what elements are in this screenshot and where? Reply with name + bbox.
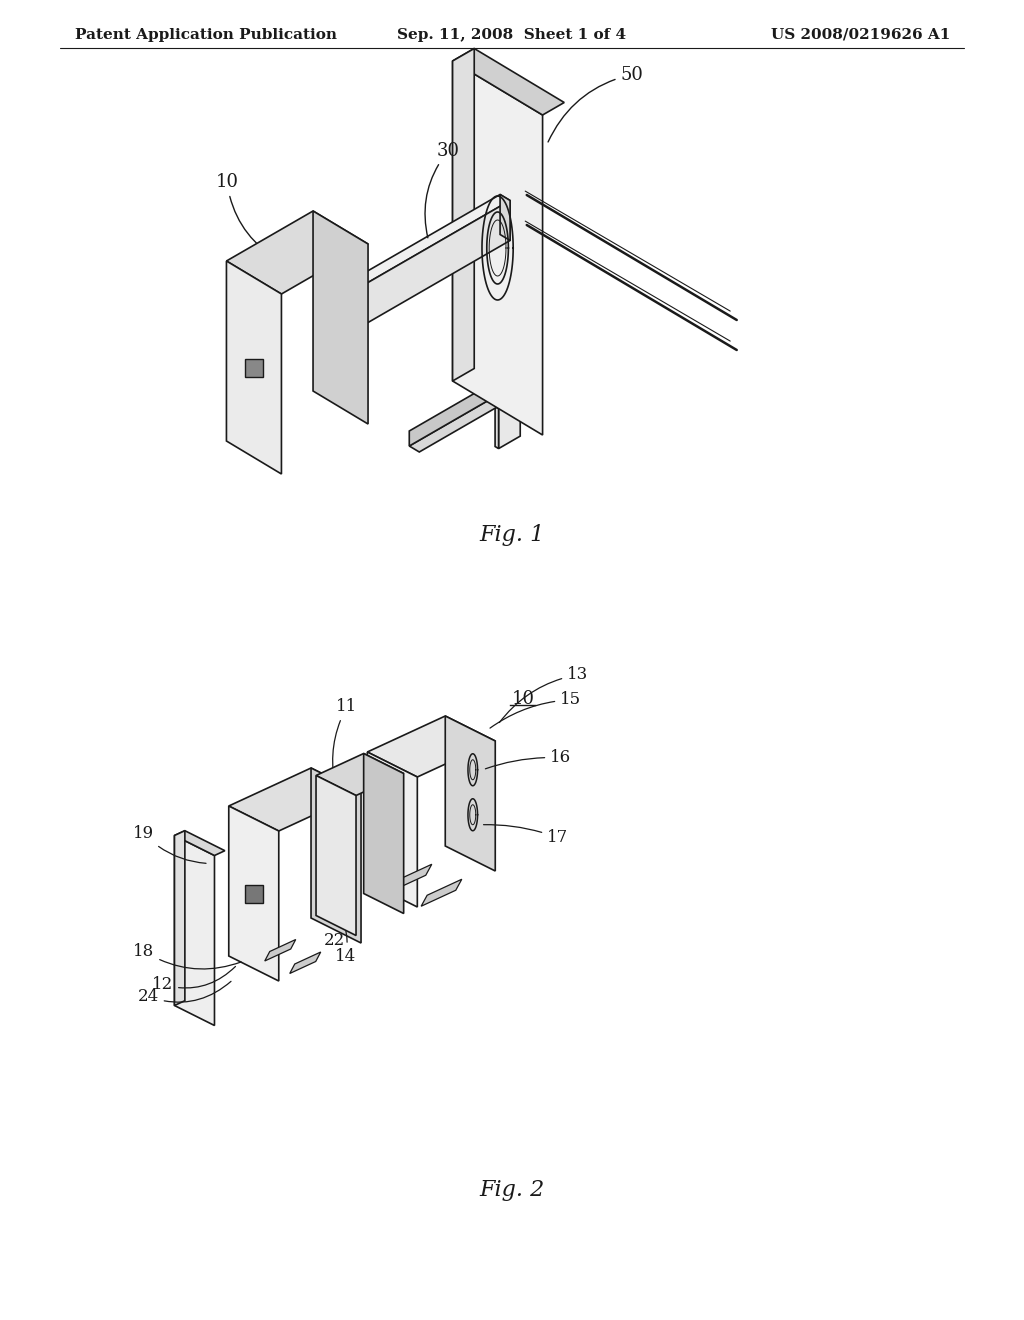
Polygon shape — [174, 830, 185, 1006]
Polygon shape — [453, 49, 564, 115]
Polygon shape — [368, 752, 418, 907]
Text: US 2008/0219626 A1: US 2008/0219626 A1 — [771, 28, 950, 42]
Text: 13: 13 — [500, 667, 589, 722]
Polygon shape — [313, 211, 368, 424]
Text: 50: 50 — [548, 66, 643, 143]
Polygon shape — [228, 807, 279, 981]
Polygon shape — [500, 194, 510, 240]
Polygon shape — [316, 754, 403, 796]
Polygon shape — [499, 396, 520, 449]
Text: 17: 17 — [483, 825, 568, 846]
Polygon shape — [453, 61, 543, 436]
Text: 16: 16 — [485, 750, 571, 768]
Polygon shape — [445, 715, 496, 871]
Polygon shape — [228, 768, 361, 832]
Text: 10: 10 — [512, 689, 535, 708]
Text: Patent Application Publication: Patent Application Publication — [75, 28, 337, 42]
Bar — [245, 884, 263, 903]
Text: Fig. 1: Fig. 1 — [479, 524, 545, 546]
Polygon shape — [368, 715, 496, 777]
Text: 15: 15 — [490, 692, 582, 729]
Polygon shape — [265, 940, 296, 961]
Polygon shape — [391, 865, 432, 891]
Polygon shape — [174, 836, 214, 1026]
Polygon shape — [345, 201, 510, 335]
Text: 10: 10 — [215, 173, 280, 260]
Text: 30: 30 — [425, 141, 460, 238]
Text: Fig. 2: Fig. 2 — [479, 1179, 545, 1201]
Text: 11: 11 — [333, 698, 357, 789]
Polygon shape — [290, 952, 321, 974]
Polygon shape — [410, 371, 513, 446]
Polygon shape — [495, 407, 499, 449]
Bar — [245, 359, 263, 376]
Text: 18: 18 — [133, 942, 242, 969]
Text: Sep. 11, 2008  Sheet 1 of 4: Sep. 11, 2008 Sheet 1 of 4 — [397, 28, 627, 42]
Text: 24: 24 — [137, 981, 231, 1005]
Polygon shape — [174, 830, 225, 855]
Text: 19: 19 — [133, 825, 206, 863]
Text: 22: 22 — [324, 896, 345, 949]
Polygon shape — [364, 754, 403, 913]
Polygon shape — [226, 261, 282, 474]
Polygon shape — [453, 49, 474, 381]
Polygon shape — [410, 385, 523, 451]
Text: 14: 14 — [335, 908, 356, 965]
Polygon shape — [226, 211, 368, 294]
Polygon shape — [421, 879, 462, 907]
Polygon shape — [316, 776, 356, 936]
Text: 12: 12 — [152, 966, 236, 993]
Polygon shape — [336, 194, 510, 296]
Polygon shape — [311, 768, 361, 942]
